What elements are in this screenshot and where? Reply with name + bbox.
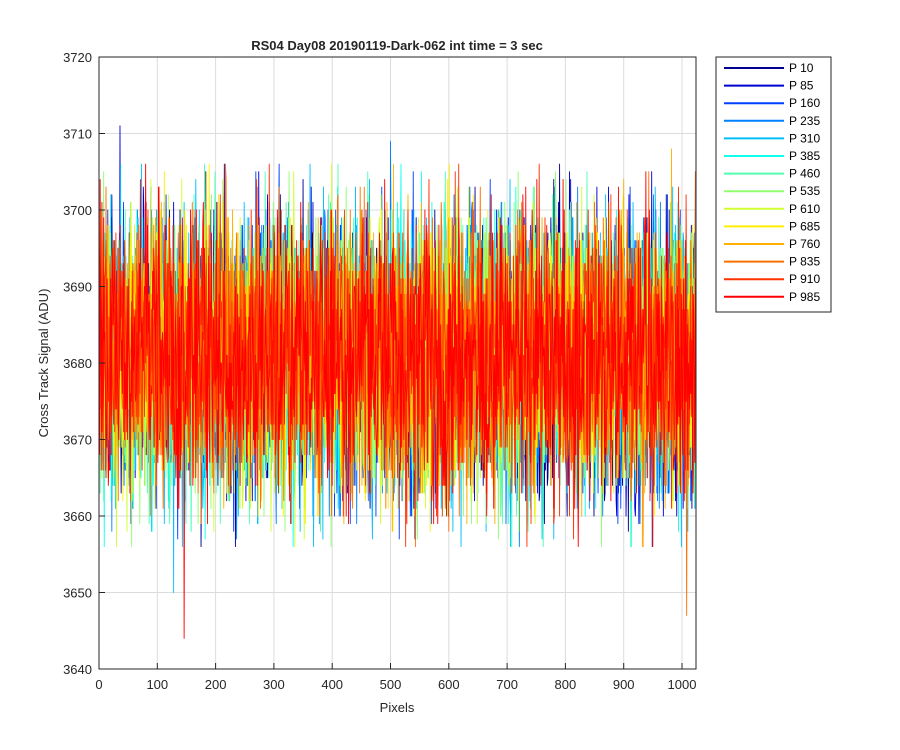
legend-label: P 10 (789, 61, 814, 75)
x-tick-label: 200 (205, 677, 227, 692)
x-tick-label: 700 (496, 677, 518, 692)
y-tick-label: 3700 (63, 203, 92, 218)
legend-label: P 235 (789, 114, 820, 128)
y-tick-label: 3650 (63, 586, 92, 601)
y-tick-label: 3710 (63, 127, 92, 142)
y-tick-label: 3690 (63, 280, 92, 295)
x-tick-label: 400 (321, 677, 343, 692)
legend-label: P 460 (789, 167, 820, 181)
legend-label: P 835 (789, 255, 820, 269)
legend-box (715, 56, 832, 313)
x-axis-label: Pixels (380, 700, 415, 715)
legend-label: P 910 (789, 272, 820, 286)
legend-label: P 610 (789, 202, 820, 216)
x-ticks: 0 100 200 300 400 500 600 700 800 900 1000 (95, 663, 696, 692)
x-tick-label: 100 (146, 677, 168, 692)
x-tick-label: 900 (613, 677, 635, 692)
legend-label: P 310 (789, 131, 820, 145)
series-lines (99, 125, 696, 639)
legend[interactable]: P 10 P 85 P 160 P 235 P 310 P 385 P 460 P 535 P … (715, 56, 832, 313)
chart-title: RS04 Day08 20190119-Dark-062 int time = … (251, 38, 543, 53)
x-tick-label: 0 (95, 677, 102, 692)
y-tick-label: 3660 (63, 509, 92, 524)
legend-label: P 385 (789, 149, 820, 163)
plot-area (99, 125, 696, 639)
y-axis-label: Cross Track Signal (ADU) (36, 289, 51, 438)
legend-label: P 685 (789, 219, 820, 233)
x-tick-label: 300 (263, 677, 285, 692)
x-tick-label: 600 (438, 677, 460, 692)
x-tick-label: 1000 (668, 677, 697, 692)
legend-label: P 760 (789, 237, 820, 251)
y-ticks: 3640 3650 3660 3670 3680 3690 3700 3710 3720 (63, 50, 105, 677)
legend-label: P 535 (789, 184, 820, 198)
legend-label: P 85 (789, 79, 814, 93)
y-tick-label: 3640 (63, 662, 92, 677)
y-tick-label: 3670 (63, 433, 92, 448)
legend-label: P 985 (789, 290, 820, 304)
legend-label: P 160 (789, 96, 820, 110)
y-tick-label: 3680 (63, 356, 92, 371)
x-tick-label: 800 (555, 677, 577, 692)
series-line-p985 (99, 163, 696, 639)
x-tick-label: 500 (380, 677, 402, 692)
y-tick-label: 3720 (63, 50, 92, 65)
